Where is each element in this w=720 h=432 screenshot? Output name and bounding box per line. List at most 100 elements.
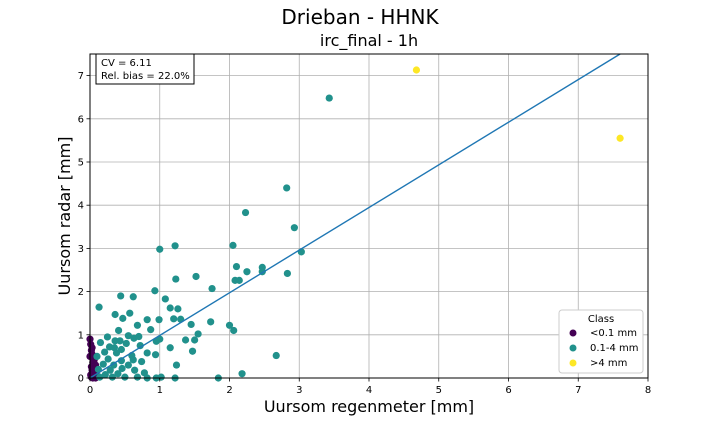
stats-bias: Rel. bias = 22.0% [101, 71, 190, 82]
data-points [86, 66, 624, 382]
data-point [101, 348, 109, 356]
data-point [93, 352, 101, 360]
stats-box: CV = 6.11 Rel. bias = 22.0% [95, 53, 195, 85]
x-axis-label: Uursom regenmeter [mm] [264, 397, 474, 416]
data-point [290, 224, 298, 232]
chart-subtitle: irc_final - 1h [320, 31, 418, 51]
data-point [118, 364, 126, 373]
chart-title: Drieban - HHNK [281, 5, 439, 29]
x-tick-label: 3 [296, 385, 302, 396]
data-point [143, 316, 151, 324]
regression-line-group [89, 53, 621, 379]
data-point [121, 373, 129, 381]
data-point [156, 245, 164, 253]
legend-label-class-1: <0.1 mm [590, 328, 637, 339]
data-point [231, 276, 239, 284]
x-tick-label: 7 [575, 385, 581, 396]
data-point [157, 373, 165, 381]
x-tick-label: 8 [645, 385, 651, 396]
data-point [172, 275, 180, 283]
data-point [129, 293, 137, 301]
legend-marker-class-3 [569, 359, 577, 367]
data-point [138, 357, 146, 366]
y-tick-label: 3 [78, 244, 84, 255]
data-point [147, 326, 155, 334]
data-point [136, 342, 144, 350]
data-point [238, 370, 246, 378]
data-point [114, 326, 123, 335]
data-point [96, 338, 105, 347]
y-tick-label: 7 [78, 71, 84, 82]
data-point [616, 134, 624, 142]
data-point [283, 269, 291, 278]
y-tick-label: 2 [78, 287, 84, 298]
data-point [96, 373, 104, 381]
data-point [191, 336, 199, 344]
x-tick-label: 1 [157, 385, 163, 396]
regression-line [89, 53, 621, 379]
data-point [106, 366, 114, 374]
data-point [172, 361, 181, 369]
data-point [151, 287, 159, 295]
data-point [110, 344, 119, 352]
data-point [230, 326, 238, 335]
data-point [133, 321, 142, 329]
data-point [283, 184, 291, 192]
data-point [174, 305, 182, 313]
data-point [129, 356, 137, 364]
y-tick-label: 1 [78, 330, 84, 341]
data-point [161, 295, 169, 303]
legend: Class <0.1 mm 0.1-4 mm >4 mm [558, 309, 644, 374]
data-point [229, 241, 237, 249]
data-point [241, 208, 250, 217]
x-tick-label: 6 [505, 385, 511, 396]
data-point [131, 366, 139, 374]
data-point [325, 94, 333, 102]
legend-label-class-3: >4 mm [590, 358, 627, 369]
data-point [104, 355, 112, 363]
data-point [181, 336, 190, 344]
data-point [208, 284, 216, 293]
data-point [126, 309, 134, 317]
data-point [135, 332, 143, 341]
data-point [232, 262, 241, 271]
stats-box-frame [95, 53, 195, 85]
data-point [207, 318, 215, 326]
data-point [258, 263, 266, 272]
data-point [272, 351, 280, 360]
data-point [117, 357, 125, 365]
axis-ticks: 0 1 2 3 4 5 6 7 8 0 1 2 3 4 5 6 7 [78, 71, 652, 396]
x-tick-label: 4 [366, 385, 372, 396]
data-point [151, 351, 160, 359]
data-point [124, 361, 132, 369]
data-point [194, 330, 202, 338]
stats-cv: CV = 6.11 [101, 58, 152, 69]
data-point [119, 314, 127, 322]
legend-frame [558, 309, 644, 374]
data-point [133, 373, 142, 381]
data-point [155, 316, 163, 324]
data-point [124, 332, 132, 340]
data-point [143, 349, 151, 357]
data-point [108, 373, 116, 381]
data-point [111, 310, 119, 319]
legend-label-class-2: 0.1-4 mm [590, 343, 639, 354]
y-tick-label: 4 [78, 201, 84, 212]
data-point [412, 66, 421, 74]
y-axis-label: Uursom radar [mm] [55, 137, 74, 296]
legend-title: Class [588, 314, 614, 325]
data-point [99, 360, 107, 368]
data-point [166, 304, 174, 312]
data-point [110, 361, 118, 369]
data-point [188, 347, 197, 355]
gridlines [89, 54, 649, 379]
data-point [166, 344, 174, 352]
data-point [103, 333, 112, 341]
data-point [171, 242, 179, 250]
data-point [101, 370, 109, 379]
y-tick-label: 5 [78, 158, 84, 169]
data-point [225, 321, 234, 329]
x-tick-label: 5 [436, 385, 442, 396]
y-tick-label: 0 [78, 374, 84, 385]
